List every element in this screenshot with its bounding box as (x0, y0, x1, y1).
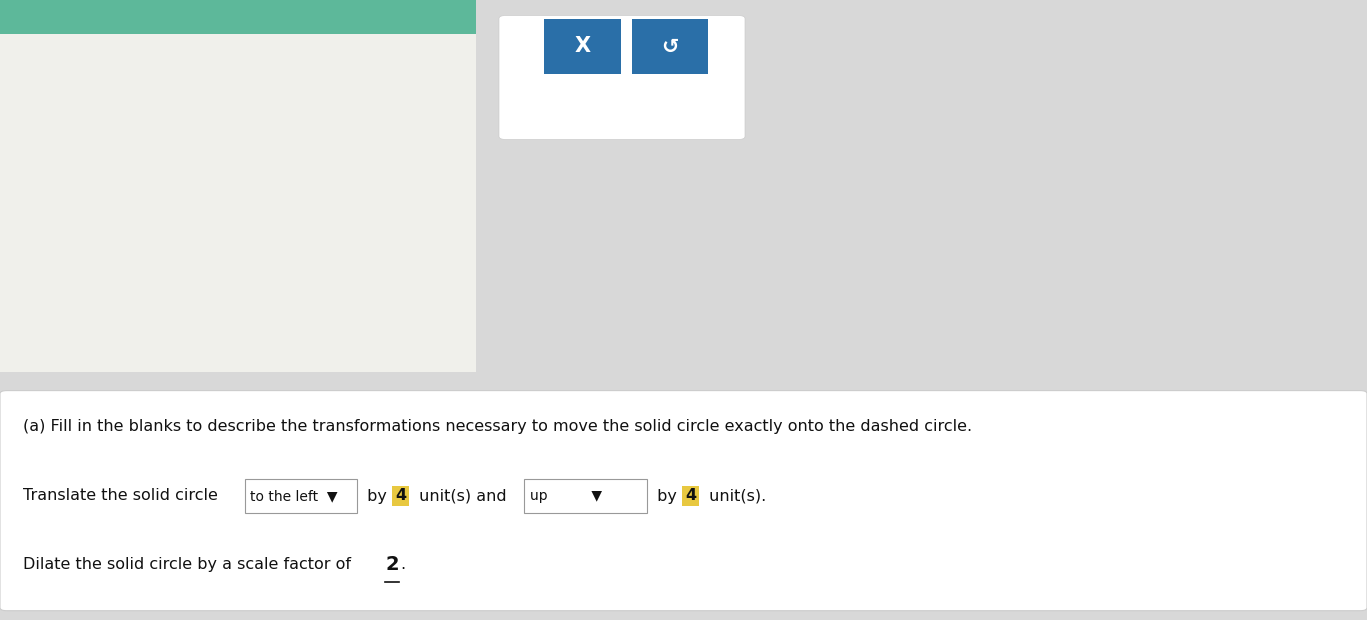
Text: 4: 4 (87, 205, 94, 215)
Text: 9: 9 (87, 80, 94, 90)
Text: x: x (431, 293, 437, 303)
Text: 7: 7 (273, 317, 280, 327)
Text: 4: 4 (200, 317, 206, 327)
Text: 10: 10 (346, 317, 358, 327)
Text: 3: 3 (87, 229, 94, 239)
Text: by: by (362, 489, 392, 503)
Text: to the left  ▼: to the left ▼ (250, 489, 338, 503)
Text: 1: 1 (124, 317, 131, 327)
Text: 2: 2 (149, 317, 156, 327)
Text: 2: 2 (385, 555, 399, 574)
Text: 7: 7 (87, 130, 94, 140)
Text: 2: 2 (87, 254, 94, 264)
Text: unit(s).: unit(s). (704, 489, 767, 503)
Text: ↺: ↺ (662, 37, 678, 56)
Text: 8: 8 (299, 317, 305, 327)
Text: 11: 11 (370, 317, 383, 327)
Text: Translate the solid circle: Translate the solid circle (23, 489, 223, 503)
Point (267, 205, 288, 215)
Text: 6: 6 (249, 317, 256, 327)
Text: 8: 8 (87, 105, 94, 115)
Text: 4: 4 (395, 489, 406, 503)
Text: 13: 13 (420, 317, 433, 327)
Text: by: by (652, 489, 682, 503)
Text: Dilate the solid circle by a scale factor of: Dilate the solid circle by a scale facto… (23, 557, 357, 572)
Text: 10: 10 (82, 55, 94, 65)
Text: 3: 3 (175, 317, 180, 327)
Text: 4: 4 (685, 489, 696, 503)
Text: up          ▼: up ▼ (530, 489, 603, 503)
Text: 12: 12 (395, 317, 409, 327)
Point (167, 105, 189, 115)
Text: 1: 1 (87, 279, 94, 289)
Text: 9: 9 (324, 317, 331, 327)
Text: (a) Fill in the blanks to describe the transformations necessary to move the sol: (a) Fill in the blanks to describe the t… (23, 418, 972, 433)
Text: 6: 6 (87, 154, 94, 164)
Text: X: X (574, 37, 591, 56)
Text: unit(s) and: unit(s) and (414, 489, 513, 503)
Text: 5: 5 (87, 179, 94, 190)
Text: 5: 5 (224, 317, 231, 327)
Text: .: . (401, 557, 406, 572)
